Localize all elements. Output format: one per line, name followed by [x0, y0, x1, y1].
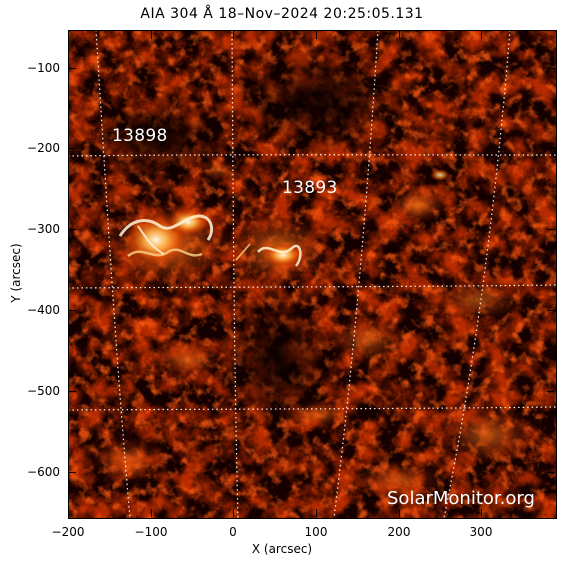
active-region-label-13898: 13898: [112, 126, 168, 146]
solar-image: 13898 13893 SolarMonitor.org: [68, 30, 556, 518]
y-tick-right: [547, 68, 555, 69]
x-tick-top: [68, 31, 69, 39]
x-tick: [316, 509, 317, 517]
y-tick: [68, 472, 76, 473]
y-axis-title: Y (arcsec): [9, 243, 23, 303]
x-tick: [481, 509, 482, 517]
active-region-13898-emission: [98, 200, 238, 290]
y-tick: [68, 68, 76, 69]
x-tick-label: 300: [469, 525, 493, 539]
watermark: SolarMonitor.org: [387, 488, 535, 509]
x-tick-label: −200: [51, 525, 85, 539]
y-tick-right: [547, 391, 555, 392]
y-tick-right: [547, 472, 555, 473]
active-region-13893-emission: [223, 212, 333, 288]
x-tick-top: [151, 31, 152, 39]
y-tick-label: −400: [27, 303, 60, 317]
y-tick-right: [547, 148, 555, 149]
y-tick-label: −500: [27, 384, 60, 398]
x-tick-label: 100: [304, 525, 328, 539]
x-tick-label: 0: [229, 525, 237, 539]
sun-texture: [68, 30, 556, 518]
x-axis-title: X (arcsec): [251, 542, 313, 556]
x-tick-top: [316, 31, 317, 39]
x-tick-label: 200: [387, 525, 411, 539]
y-tick-right: [547, 310, 555, 311]
x-tick-top: [481, 31, 482, 39]
x-tick: [399, 509, 400, 517]
x-tick: [233, 509, 234, 517]
y-tick: [68, 148, 76, 149]
y-tick-label: −100: [27, 61, 60, 75]
x-tick: [151, 509, 152, 517]
x-tick: [68, 509, 69, 517]
y-tick-right: [547, 229, 555, 230]
y-tick-label: −300: [27, 222, 60, 236]
y-tick-label: −600: [27, 465, 60, 479]
x-tick-top: [399, 31, 400, 39]
active-region-label-13893: 13893: [282, 178, 338, 198]
y-tick: [68, 391, 76, 392]
plot-title: AIA 304 Å 18–Nov–2024 20:25:05.131: [140, 6, 424, 22]
x-tick-label: −100: [134, 525, 168, 539]
y-tick: [68, 310, 76, 311]
heliographic-grid: [68, 30, 556, 518]
y-tick-label: −200: [27, 141, 60, 155]
y-tick: [68, 229, 76, 230]
x-tick-top: [233, 31, 234, 39]
